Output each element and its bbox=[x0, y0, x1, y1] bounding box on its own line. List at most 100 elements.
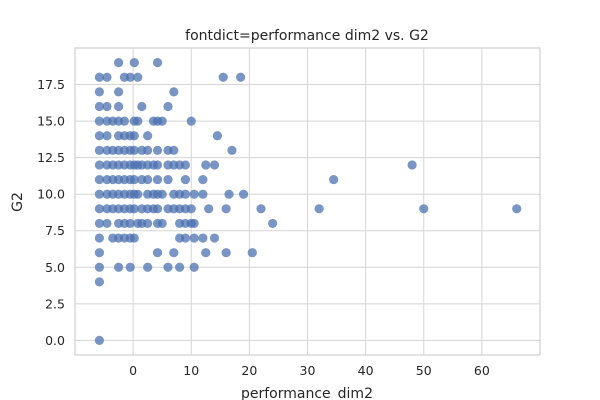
data-point bbox=[94, 116, 105, 126]
data-point bbox=[189, 233, 199, 243]
data-point bbox=[129, 204, 139, 214]
data-point bbox=[102, 218, 112, 229]
data-point bbox=[94, 248, 105, 258]
data-point bbox=[169, 145, 179, 155]
data-point bbox=[186, 204, 196, 214]
data-point bbox=[94, 174, 105, 185]
data-point bbox=[227, 145, 237, 155]
chart-title: fontdict=performance dim2 vs. G2 bbox=[185, 28, 429, 44]
x-tick-label: 50 bbox=[416, 363, 432, 378]
data-point bbox=[198, 174, 208, 185]
data-point bbox=[204, 204, 214, 214]
data-point bbox=[201, 160, 211, 170]
x-tick-label: 0 bbox=[129, 363, 137, 378]
data-point bbox=[94, 160, 105, 170]
data-point bbox=[129, 131, 139, 141]
data-point bbox=[137, 101, 147, 112]
y-tick-label: 7.5 bbox=[45, 223, 65, 238]
data-point bbox=[143, 131, 153, 141]
data-point bbox=[157, 116, 167, 126]
data-point bbox=[94, 204, 105, 214]
data-point bbox=[163, 174, 173, 185]
data-point bbox=[125, 218, 135, 229]
data-point bbox=[94, 277, 105, 287]
data-point bbox=[224, 189, 234, 199]
data-point bbox=[102, 101, 112, 112]
data-point bbox=[512, 204, 522, 214]
data-point bbox=[94, 335, 105, 345]
y-tick-labels: 0.0 2.5 5.0 7.5 10.0 12.5 15.0 17.5 bbox=[37, 77, 65, 348]
data-point bbox=[133, 189, 143, 199]
data-point bbox=[212, 131, 223, 141]
data-point bbox=[119, 116, 130, 126]
data-point bbox=[125, 262, 135, 272]
data-point bbox=[152, 145, 163, 155]
data-point bbox=[218, 72, 228, 82]
data-point bbox=[94, 262, 105, 272]
data-point bbox=[125, 72, 135, 82]
data-point bbox=[94, 233, 105, 243]
data-point bbox=[143, 145, 153, 155]
data-point bbox=[247, 248, 257, 258]
data-points bbox=[94, 58, 522, 345]
data-point bbox=[94, 145, 105, 155]
data-point bbox=[133, 72, 143, 82]
x-tick-label: 20 bbox=[241, 363, 257, 378]
data-point bbox=[94, 218, 105, 229]
data-point bbox=[169, 87, 179, 97]
x-tick-label: 30 bbox=[300, 363, 316, 378]
plot-frame bbox=[74, 47, 541, 356]
data-point bbox=[129, 145, 139, 155]
data-point bbox=[201, 248, 211, 258]
y-tick-label: 10.0 bbox=[37, 187, 65, 202]
data-point bbox=[94, 131, 105, 141]
data-point bbox=[163, 262, 173, 272]
data-point bbox=[129, 233, 139, 243]
data-point bbox=[189, 218, 199, 229]
data-point bbox=[209, 233, 220, 243]
data-point bbox=[152, 248, 163, 258]
data-point bbox=[163, 101, 173, 112]
data-point bbox=[94, 189, 105, 199]
data-point bbox=[129, 174, 139, 185]
data-point bbox=[152, 58, 163, 68]
y-axis-label: G2 bbox=[10, 192, 26, 212]
data-point bbox=[180, 174, 191, 185]
data-point bbox=[186, 116, 196, 126]
data-point bbox=[268, 218, 278, 229]
data-point bbox=[169, 248, 179, 258]
x-tick-label: 10 bbox=[183, 363, 199, 378]
data-point bbox=[102, 72, 112, 82]
data-point bbox=[152, 204, 163, 214]
data-point bbox=[94, 72, 105, 82]
data-point bbox=[329, 174, 339, 185]
data-point bbox=[143, 218, 153, 229]
x-tick-label: 60 bbox=[474, 363, 490, 378]
data-point bbox=[113, 101, 124, 112]
data-point bbox=[129, 58, 139, 68]
data-point bbox=[209, 160, 220, 170]
y-tick-label: 2.5 bbox=[45, 296, 65, 311]
data-point bbox=[189, 262, 199, 272]
data-point bbox=[221, 204, 231, 214]
data-point bbox=[238, 189, 249, 199]
data-point bbox=[407, 160, 417, 170]
data-point bbox=[175, 262, 185, 272]
data-point bbox=[113, 58, 124, 68]
data-point bbox=[152, 174, 163, 185]
data-point bbox=[113, 262, 124, 272]
data-point bbox=[189, 189, 199, 199]
data-point bbox=[180, 189, 191, 199]
data-point bbox=[152, 160, 163, 170]
x-tick-labels: 0 10 20 30 40 50 60 bbox=[129, 363, 490, 378]
x-axis-label: performance_dim2 bbox=[241, 386, 373, 400]
data-point bbox=[314, 204, 324, 214]
grid bbox=[75, 48, 540, 355]
y-tick-label: 15.0 bbox=[37, 114, 65, 129]
data-point bbox=[221, 248, 231, 258]
data-point bbox=[180, 233, 191, 243]
data-point bbox=[198, 233, 208, 243]
y-tick-label: 5.0 bbox=[45, 260, 65, 275]
